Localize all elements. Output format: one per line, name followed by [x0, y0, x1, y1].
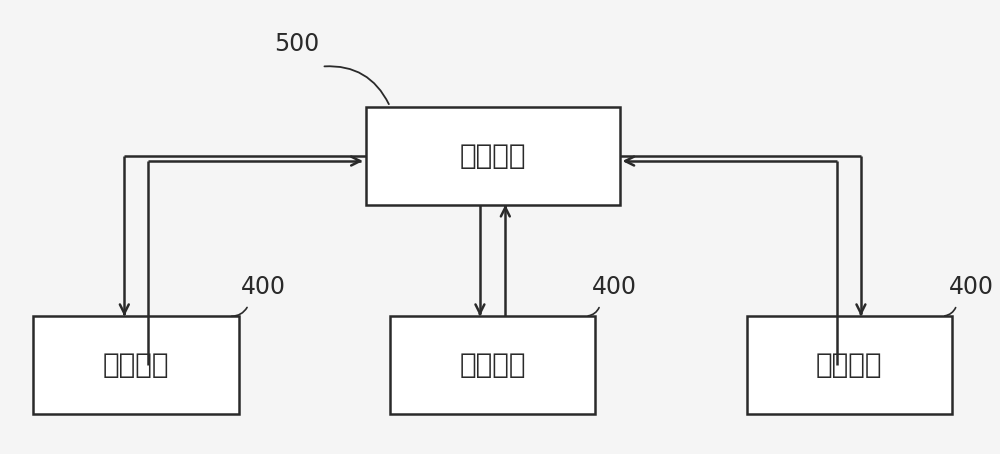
Text: 400: 400: [241, 275, 286, 299]
Text: 400: 400: [592, 275, 637, 299]
Text: 400: 400: [949, 275, 994, 299]
Bar: [33, 316, 239, 414]
Text: 500: 500: [275, 32, 320, 56]
Text: 分控系统: 分控系统: [816, 351, 882, 379]
Text: 总控系统: 总控系统: [459, 142, 526, 170]
Bar: [366, 107, 620, 205]
Bar: [390, 316, 595, 414]
Text: 分控系统: 分控系统: [459, 351, 526, 379]
Bar: [747, 316, 952, 414]
Text: 分控系统: 分控系统: [103, 351, 169, 379]
